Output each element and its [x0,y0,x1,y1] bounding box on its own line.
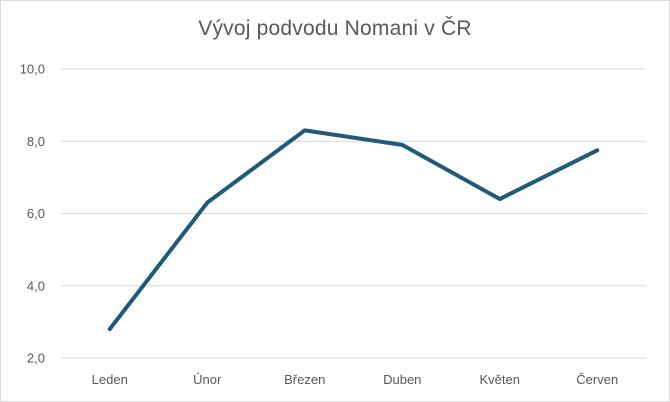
y-tick-label: 8,0 [27,134,45,149]
x-tick-label: Březen [284,372,325,387]
x-tick-label: Duben [383,372,421,387]
x-tick-label: Červen [576,372,618,387]
y-tick-label: 2,0 [27,351,45,366]
x-tick-label: Květen [480,372,520,387]
series-line [107,128,600,332]
y-tick-label: 6,0 [27,206,45,221]
x-tick-label: Únor [193,372,222,387]
y-tick-label: 4,0 [27,278,45,293]
chart-title: Vývoj podvodu Nomani v ČR [198,17,472,40]
y-tick-label: 10,0 [20,62,45,77]
x-tick-label: Leden [92,372,128,387]
